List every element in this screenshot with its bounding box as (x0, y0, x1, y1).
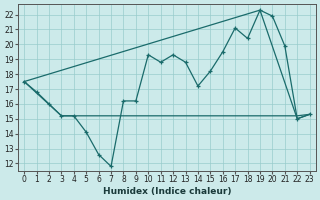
X-axis label: Humidex (Indice chaleur): Humidex (Indice chaleur) (103, 187, 231, 196)
